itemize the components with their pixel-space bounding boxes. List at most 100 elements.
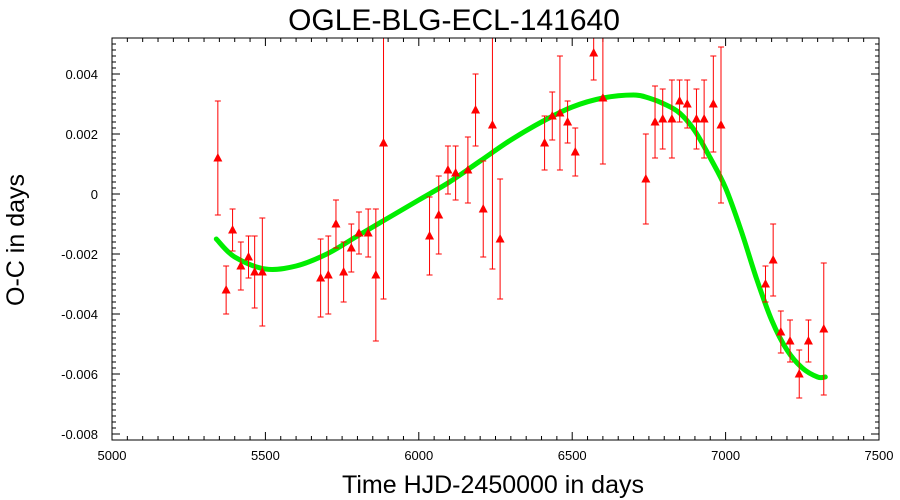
- data-point: [819, 262, 829, 396]
- data-points-layer: [213, 38, 829, 399]
- data-point: [363, 208, 373, 258]
- data-point: [540, 115, 550, 171]
- triangle-marker: [463, 165, 473, 174]
- data-point: [760, 265, 770, 303]
- data-point: [589, 38, 599, 81]
- y-axis: 0.004 0.002 0 -0.002 -0.004 -0.006 -0.008: [61, 43, 879, 442]
- triangle-marker: [495, 234, 505, 243]
- data-point: [691, 88, 701, 150]
- triangle-marker: [478, 204, 488, 213]
- triangle-marker: [221, 285, 231, 294]
- y-axis-label: O-C in days: [2, 174, 30, 306]
- x-tick-label: 5500: [251, 448, 280, 463]
- data-point: [228, 208, 238, 252]
- triangle-marker: [708, 99, 718, 108]
- triangle-marker: [363, 228, 373, 237]
- triangle-marker: [547, 111, 557, 120]
- triangle-marker: [555, 108, 565, 117]
- data-point: [650, 85, 660, 159]
- triangle-marker: [570, 147, 580, 156]
- triangle-marker: [371, 270, 381, 279]
- data-point: [236, 241, 246, 291]
- triangle-marker: [228, 225, 238, 234]
- data-point: [250, 235, 260, 309]
- data-point: [495, 178, 505, 300]
- data-point: [331, 199, 341, 249]
- data-point: [463, 136, 473, 204]
- triangle-marker: [250, 267, 260, 276]
- y-tick-label: 0: [91, 187, 98, 202]
- plot-frame: [111, 37, 880, 441]
- data-point: [667, 79, 677, 159]
- y-tick-label: -0.002: [61, 247, 98, 262]
- data-point: [570, 127, 580, 177]
- data-point: [682, 79, 692, 129]
- triangle-marker: [794, 369, 804, 378]
- data-point: [547, 91, 557, 141]
- triangle-marker: [589, 48, 599, 57]
- y-tick-label: -0.008: [61, 427, 98, 442]
- triangle-marker: [803, 336, 813, 345]
- x-axis: 5000 5500 6000 6500 7000 7500: [98, 38, 894, 463]
- triangle-marker: [425, 231, 435, 240]
- triangle-marker: [598, 93, 608, 102]
- data-point: [425, 196, 435, 276]
- triangle-marker: [354, 228, 364, 237]
- data-point: [803, 319, 813, 363]
- data-point: [776, 310, 786, 354]
- triangle-marker: [346, 243, 356, 252]
- data-point: [371, 208, 381, 342]
- data-point: [346, 223, 356, 273]
- fit-curve: [213, 92, 828, 381]
- y-tick-label: 0.004: [65, 67, 98, 82]
- triangle-marker: [699, 114, 709, 123]
- data-point: [316, 238, 326, 318]
- data-point: [658, 88, 668, 150]
- data-point: [675, 79, 685, 123]
- y-tick-label: 0.002: [65, 127, 98, 142]
- data-point: [716, 46, 726, 204]
- triangle-marker: [675, 96, 685, 105]
- data-point: [379, 38, 389, 300]
- data-point: [451, 145, 461, 201]
- fit-curve-layer: [213, 92, 828, 381]
- y-tick-label: -0.006: [61, 367, 98, 382]
- triangle-marker: [487, 120, 497, 129]
- chart-title: OGLE-BLG-ECL-141640: [288, 4, 620, 37]
- triangle-marker: [682, 99, 692, 108]
- data-point: [699, 79, 709, 159]
- triangle-marker: [316, 273, 326, 282]
- triangle-marker: [339, 267, 349, 276]
- triangle-marker: [667, 114, 677, 123]
- triangle-marker: [540, 138, 550, 147]
- triangle-marker: [331, 219, 341, 228]
- triangle-marker: [434, 210, 444, 219]
- data-point: [708, 55, 718, 153]
- data-point: [434, 175, 444, 255]
- data-point: [785, 319, 795, 363]
- x-tick-label: 6000: [404, 448, 433, 463]
- data-point: [339, 241, 349, 303]
- triangle-marker: [443, 165, 453, 174]
- data-point: [354, 211, 364, 255]
- x-axis-label: Time HJD-2450000 in days: [342, 471, 644, 499]
- data-point: [257, 217, 267, 327]
- data-point: [443, 145, 453, 195]
- x-tick-label: 6500: [558, 448, 587, 463]
- x-tick-label: 7500: [865, 448, 894, 463]
- triangle-marker: [451, 168, 461, 177]
- triangle-marker: [819, 324, 829, 333]
- triangle-marker: [563, 117, 573, 126]
- y-tick-label: -0.004: [61, 307, 98, 322]
- triangle-marker: [236, 261, 246, 270]
- data-point: [598, 38, 608, 165]
- triangle-marker: [244, 252, 254, 261]
- triangle-marker: [776, 327, 786, 336]
- data-point: [555, 55, 565, 171]
- data-point: [323, 235, 333, 315]
- data-point: [471, 73, 481, 147]
- triangle-marker: [379, 138, 389, 147]
- triangle-marker: [768, 255, 778, 264]
- data-point: [221, 265, 231, 315]
